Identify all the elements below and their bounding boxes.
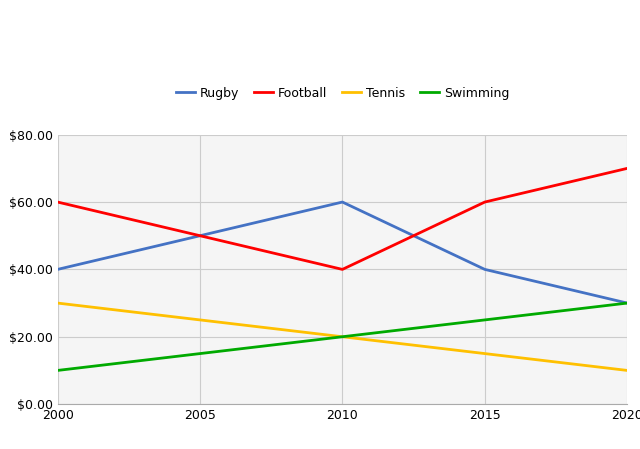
Tennis bbox=[481, 351, 489, 357]
Rugby bbox=[196, 233, 204, 238]
Legend: Rugby, Football, Tennis, Swimming: Rugby, Football, Tennis, Swimming bbox=[171, 82, 514, 105]
Line: Tennis: Tennis bbox=[58, 303, 627, 370]
Line: Rugby: Rugby bbox=[58, 202, 627, 303]
Swimming bbox=[623, 300, 631, 306]
Rugby bbox=[623, 300, 631, 306]
Swimming bbox=[196, 351, 204, 357]
Football bbox=[623, 166, 631, 171]
Line: Swimming: Swimming bbox=[58, 303, 627, 370]
Swimming bbox=[339, 334, 346, 339]
Swimming bbox=[54, 368, 61, 373]
Rugby bbox=[339, 199, 346, 205]
Text: The chart below shows the average money spent per customer
on various types of e: The chart below shows the average money … bbox=[10, 24, 530, 56]
Tennis bbox=[196, 317, 204, 322]
Swimming bbox=[481, 317, 489, 322]
Rugby bbox=[54, 267, 61, 272]
Rugby bbox=[481, 267, 489, 272]
Football bbox=[481, 199, 489, 205]
Tennis bbox=[54, 300, 61, 306]
Football bbox=[339, 267, 346, 272]
Tennis bbox=[339, 334, 346, 339]
Football bbox=[54, 199, 61, 205]
Football bbox=[196, 233, 204, 238]
Tennis bbox=[623, 368, 631, 373]
Line: Football: Football bbox=[58, 168, 627, 269]
